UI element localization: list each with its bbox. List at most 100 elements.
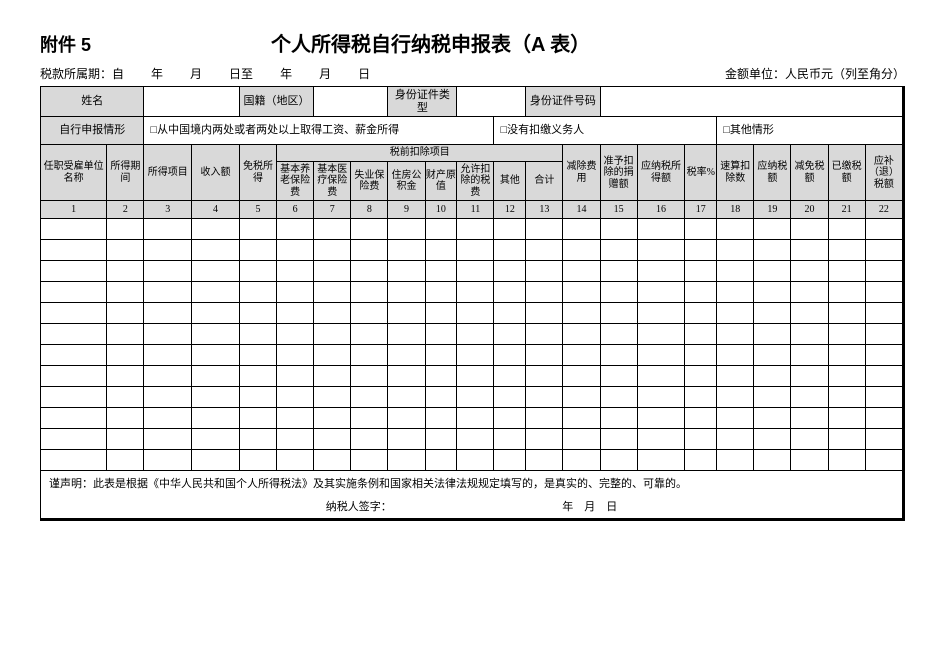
table-cell bbox=[239, 303, 276, 324]
table-cell bbox=[865, 303, 902, 324]
table-cell bbox=[563, 303, 600, 324]
declare-opt3: □其他情形 bbox=[717, 117, 903, 145]
table-cell bbox=[457, 303, 494, 324]
table-cell bbox=[41, 366, 107, 387]
col-h18: 速算扣除数 bbox=[717, 145, 754, 201]
table-cell bbox=[791, 240, 828, 261]
table-cell bbox=[388, 408, 425, 429]
table-cell bbox=[277, 303, 314, 324]
name-value bbox=[144, 87, 239, 117]
table-cell bbox=[637, 387, 685, 408]
table-cell bbox=[144, 408, 192, 429]
table-cell bbox=[314, 387, 351, 408]
table-row bbox=[41, 240, 903, 261]
col-h14: 减除费用 bbox=[563, 145, 600, 201]
table-cell bbox=[351, 450, 388, 471]
table-cell bbox=[351, 240, 388, 261]
table-cell bbox=[351, 429, 388, 450]
unit-label: 金额单位：人民币元（列至角分） bbox=[725, 65, 905, 82]
table-cell bbox=[351, 219, 388, 240]
table-cell bbox=[563, 408, 600, 429]
table-cell bbox=[600, 282, 637, 303]
table-cell bbox=[526, 303, 563, 324]
table-cell bbox=[494, 219, 526, 240]
table-cell bbox=[685, 324, 717, 345]
table-cell bbox=[388, 345, 425, 366]
table-cell bbox=[600, 429, 637, 450]
table-cell bbox=[865, 450, 902, 471]
table-row bbox=[41, 219, 903, 240]
table-cell bbox=[600, 324, 637, 345]
table-cell bbox=[314, 282, 351, 303]
table-cell bbox=[239, 429, 276, 450]
table-cell bbox=[494, 303, 526, 324]
table-cell bbox=[107, 450, 144, 471]
table-cell bbox=[754, 240, 791, 261]
table-cell bbox=[41, 303, 107, 324]
table-cell bbox=[494, 240, 526, 261]
table-cell bbox=[277, 261, 314, 282]
table-cell bbox=[107, 282, 144, 303]
col-h7: 基本医疗保险费 bbox=[314, 161, 351, 201]
table-cell bbox=[351, 282, 388, 303]
table-cell bbox=[494, 450, 526, 471]
table-cell bbox=[388, 387, 425, 408]
tax-declaration-table: 姓名 国籍（地区） 身份证件类型 身份证件号码 自行申报情形 □从中国境内两处或… bbox=[40, 86, 903, 519]
table-cell bbox=[791, 324, 828, 345]
table-cell bbox=[314, 429, 351, 450]
table-cell bbox=[637, 366, 685, 387]
table-cell bbox=[828, 261, 865, 282]
col-h20: 减免税额 bbox=[791, 145, 828, 201]
table-cell bbox=[388, 261, 425, 282]
table-cell bbox=[526, 240, 563, 261]
table-cell bbox=[457, 324, 494, 345]
table-cell bbox=[314, 240, 351, 261]
table-cell bbox=[192, 366, 240, 387]
table-cell bbox=[457, 387, 494, 408]
table-cell bbox=[637, 408, 685, 429]
table-cell bbox=[314, 366, 351, 387]
table-cell bbox=[351, 366, 388, 387]
table-row bbox=[41, 387, 903, 408]
table-cell bbox=[526, 408, 563, 429]
table-cell bbox=[494, 366, 526, 387]
table-cell bbox=[457, 450, 494, 471]
table-cell bbox=[425, 219, 457, 240]
table-cell bbox=[144, 324, 192, 345]
table-cell bbox=[457, 345, 494, 366]
table-cell bbox=[239, 219, 276, 240]
table-cell bbox=[277, 324, 314, 345]
col-h12: 其他 bbox=[494, 161, 526, 201]
table-cell bbox=[144, 282, 192, 303]
table-cell bbox=[526, 345, 563, 366]
table-cell bbox=[865, 429, 902, 450]
table-cell bbox=[685, 240, 717, 261]
table-cell bbox=[277, 366, 314, 387]
table-cell bbox=[388, 366, 425, 387]
table-cell bbox=[351, 303, 388, 324]
table-cell bbox=[791, 429, 828, 450]
table-cell bbox=[791, 345, 828, 366]
table-cell bbox=[425, 261, 457, 282]
table-cell bbox=[494, 345, 526, 366]
declare-opt1: □从中国境内两处或者两处以上取得工资、薪金所得 bbox=[144, 117, 494, 145]
table-cell bbox=[144, 240, 192, 261]
table-cell bbox=[144, 450, 192, 471]
table-cell bbox=[41, 282, 107, 303]
table-cell bbox=[425, 345, 457, 366]
table-cell bbox=[494, 387, 526, 408]
table-cell bbox=[314, 408, 351, 429]
table-cell bbox=[717, 219, 754, 240]
col-h16: 应纳税所得额 bbox=[637, 145, 685, 201]
table-cell bbox=[828, 366, 865, 387]
table-cell bbox=[754, 345, 791, 366]
table-cell bbox=[600, 366, 637, 387]
table-cell bbox=[754, 450, 791, 471]
table-cell bbox=[685, 282, 717, 303]
table-cell bbox=[239, 345, 276, 366]
table-cell bbox=[41, 387, 107, 408]
table-cell bbox=[494, 429, 526, 450]
col-h10: 财产原值 bbox=[425, 161, 457, 201]
table-cell bbox=[637, 261, 685, 282]
table-cell bbox=[425, 450, 457, 471]
